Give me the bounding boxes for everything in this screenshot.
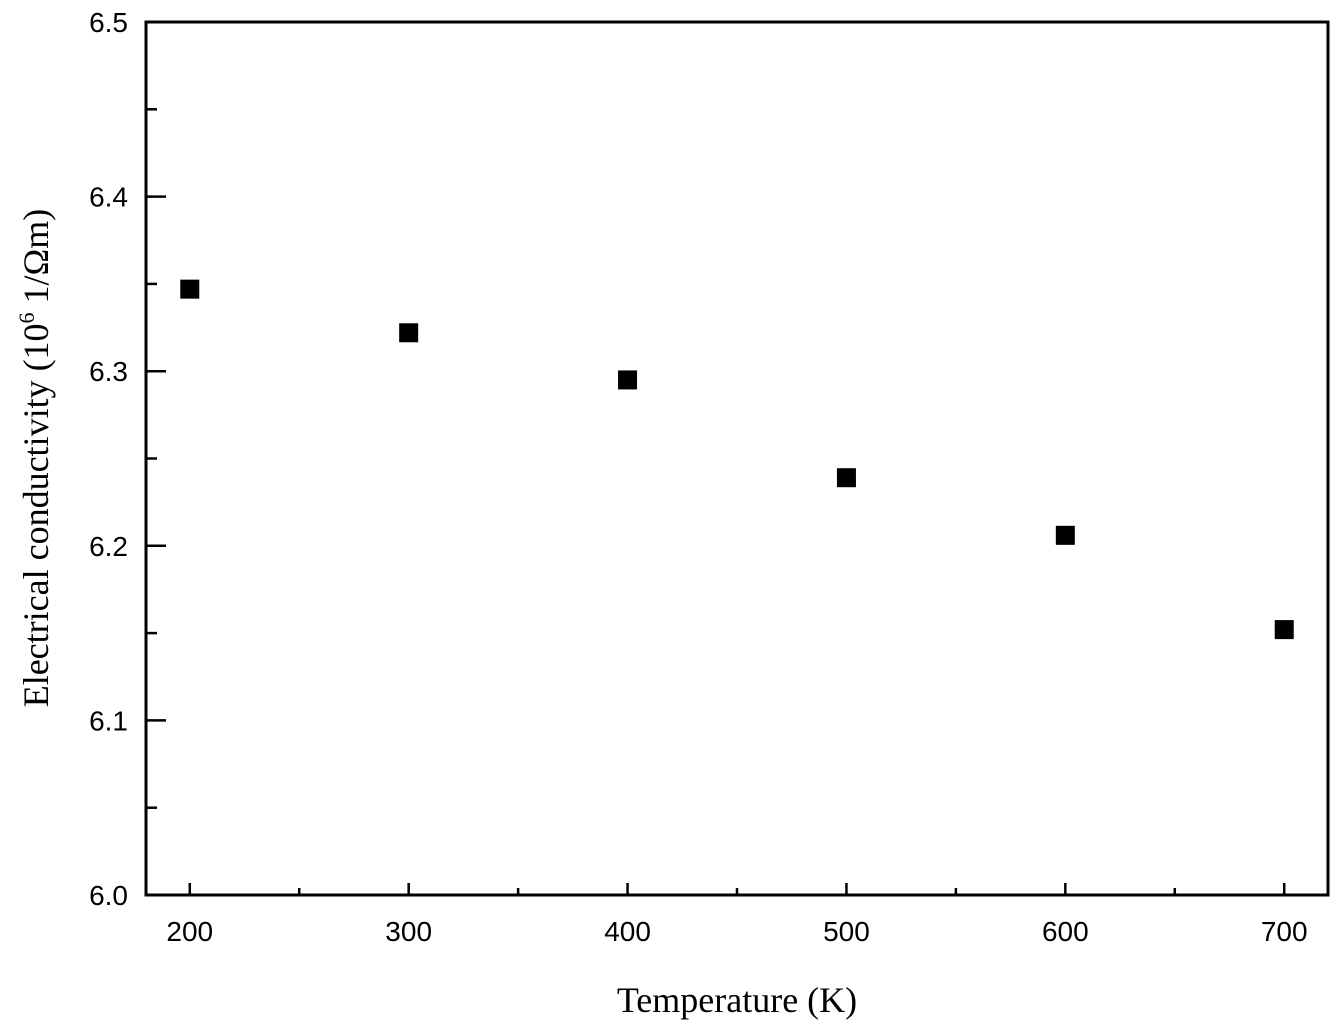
data-point: [1274, 620, 1294, 640]
x-tick-label: 200: [166, 916, 213, 947]
data-point: [618, 370, 638, 390]
data-point: [836, 468, 856, 488]
data-point: [1055, 525, 1075, 545]
plot-frame: [144, 20, 1330, 897]
y-tick-label: 6.2: [89, 531, 128, 562]
y-tick-label: 6.4: [89, 182, 128, 213]
y-tick-label: 6.1: [89, 705, 128, 736]
y-tick-label: 6.0: [89, 880, 128, 911]
data-point: [399, 323, 419, 343]
x-tick-label: 500: [823, 916, 870, 947]
x-axis-title: Temperature (K): [617, 980, 857, 1020]
data-points: [180, 279, 1294, 640]
y-tick-label: 6.5: [89, 7, 128, 38]
y-tick-label: 6.3: [89, 356, 128, 387]
y-axis-title: Electrical conductivity (106 1/Ωm): [14, 209, 56, 708]
x-tick-label: 700: [1261, 916, 1308, 947]
axis-ticks: 200 300 400 500 600 700 6.0 6.1 6.2 6.3 6.4 6.5: [89, 7, 1308, 947]
data-point: [180, 279, 200, 299]
x-tick-label: 600: [1042, 916, 1089, 947]
x-tick-label: 300: [385, 916, 432, 947]
x-tick-label: 400: [604, 916, 651, 947]
